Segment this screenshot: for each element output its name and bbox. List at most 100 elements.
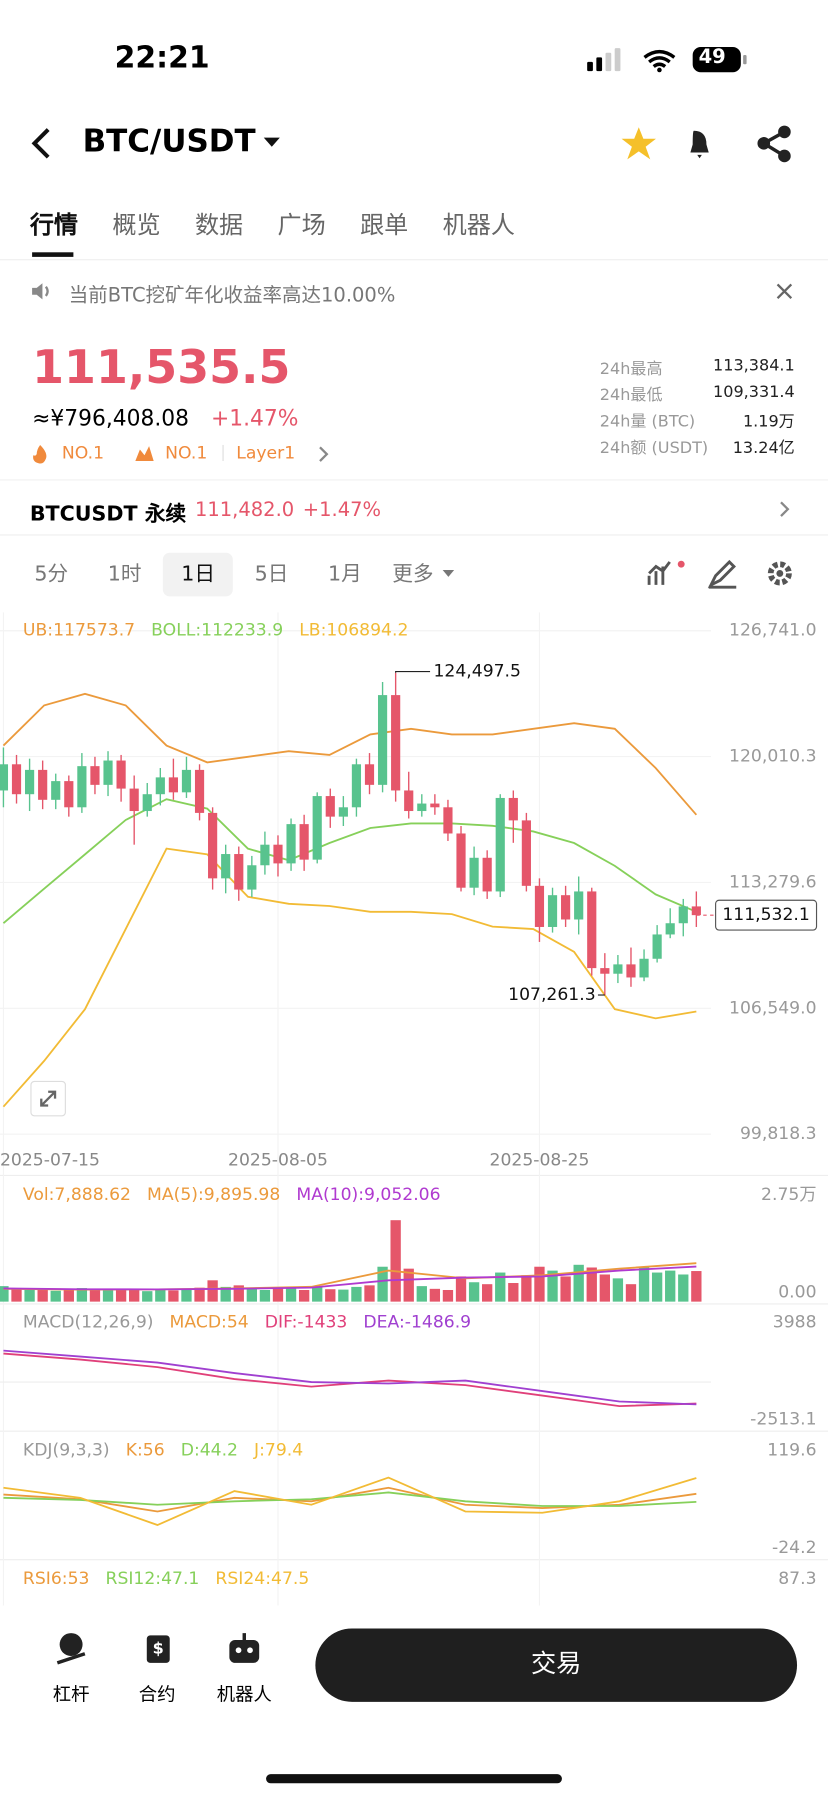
y-tick-label: -24.2 [772,1538,816,1558]
tag[interactable]: Layer1 [236,442,296,464]
perp-name[interactable]: BTCUSDT 永续 [29,502,187,527]
indicator-label: MACD(12,26,9) [23,1312,154,1332]
tab[interactable]: 概览 [112,211,161,239]
stat-label: 24h最高 [599,360,663,379]
back-button[interactable] [28,126,56,160]
candle-body [626,964,636,978]
tab[interactable]: 广场 [277,211,326,239]
nav-label[interactable]: 杠杆 [52,1683,90,1706]
volume-bar [377,1266,388,1302]
divider [0,479,828,481]
volume-bar [416,1286,427,1302]
candle-body [286,824,296,864]
volume-bar [651,1272,663,1302]
interval[interactable]: 1月 [327,561,362,587]
share[interactable] [757,125,791,163]
candle-body [600,968,610,974]
volume-bar [468,1282,480,1302]
draw-tool[interactable] [707,559,737,589]
volume-bar [625,1284,637,1302]
divider [0,259,828,261]
tab[interactable]: 数据 [194,211,244,239]
volume-bar [429,1288,441,1302]
favorite[interactable] [621,127,656,160]
fullscreen[interactable] [30,1080,67,1117]
header-icons [621,125,791,163]
indicator-line [2,798,697,924]
chevron [319,446,329,462]
nav-label[interactable]: 机器人 [216,1683,272,1706]
candle-body [90,766,100,785]
indicator-label: UB:117573.7 [23,621,135,641]
chart-tools [647,559,792,589]
y-tick-label: 99,818.3 [740,1124,817,1144]
y-tick-label: 0.00 [778,1282,816,1302]
close-notice[interactable] [775,282,793,300]
interval[interactable]: 5分 [34,561,69,587]
candle-body [142,794,152,812]
candle-body [208,812,218,879]
candle-body [221,854,231,879]
indicator-label: RSI6:53 [23,1569,90,1589]
tab[interactable]: 机器人 [442,211,515,239]
tab[interactable]: 跟单 [360,211,409,239]
candle-body [364,764,375,785]
indicator-label: K:56 [126,1441,165,1461]
indicator-label: MA(5):9,895.98 [147,1185,280,1205]
alert[interactable] [690,130,709,159]
candle-body [168,777,178,793]
chart: 126,741.0 120,010.3 113,279.6 106,549.0 99,8… [0,612,828,1606]
tab-indicator [32,252,74,257]
perp-price: 111,482.0 [194,498,295,522]
indicator-label: DIF:-1433 [265,1312,348,1332]
y-tick-label: 120,010.3 [729,747,816,767]
last-price-label: 111,532.1 [722,905,809,925]
indicator-line [2,847,697,1108]
candle-body [482,857,492,892]
indicator-tool[interactable] [647,561,671,585]
speaker-icon [32,283,49,300]
nav-label[interactable]: 合约 [138,1683,176,1706]
candle-body [194,769,205,813]
stat-value: 13.24亿 [732,439,795,458]
trade-button[interactable]: 交易 [315,1628,798,1702]
volume-bar [599,1274,610,1302]
volume-bar [312,1286,323,1302]
volume-bar [37,1289,48,1302]
indicator-label: LB:106894.2 [299,621,408,641]
interval[interactable]: 5日 [254,561,289,587]
volume-bar [259,1289,271,1302]
candle-body [547,895,558,927]
stat-label: 24h额 (USDT) [599,439,709,458]
tab[interactable]: 行情 [29,211,78,239]
volume-bar [638,1266,650,1302]
pair-title[interactable]: BTC/USDT [82,123,256,160]
candle-body [587,891,597,969]
y-tick-label: 2.75万 [761,1185,816,1205]
divider [0,534,828,536]
x-tick-label: 2025-08-05 [228,1151,328,1171]
settings[interactable] [767,561,792,586]
candle-body [691,906,701,916]
volume-bar [155,1289,166,1302]
stat-label: 24h量 (BTC) [599,412,696,432]
volume-bar [168,1290,179,1302]
interval[interactable]: 1日 [162,552,234,597]
candle-body [38,769,48,800]
volume-bar [246,1288,258,1302]
interval[interactable]: 1时 [107,561,142,587]
candle-body [469,857,479,888]
y-tick-label: 119.6 [767,1441,816,1461]
status-icons [587,47,747,73]
candle-body [299,824,309,860]
volume-bar [24,1289,35,1302]
dropdown-caret [442,569,455,577]
high-pointer [395,670,431,673]
candle-body [338,807,348,817]
pair-dropdown[interactable] [261,135,282,149]
candle-body [64,781,74,808]
indicator-label: D:44.2 [181,1441,238,1461]
interval[interactable]: 更多 [392,561,434,587]
volume-bar [207,1280,218,1302]
candle-body [351,764,362,808]
